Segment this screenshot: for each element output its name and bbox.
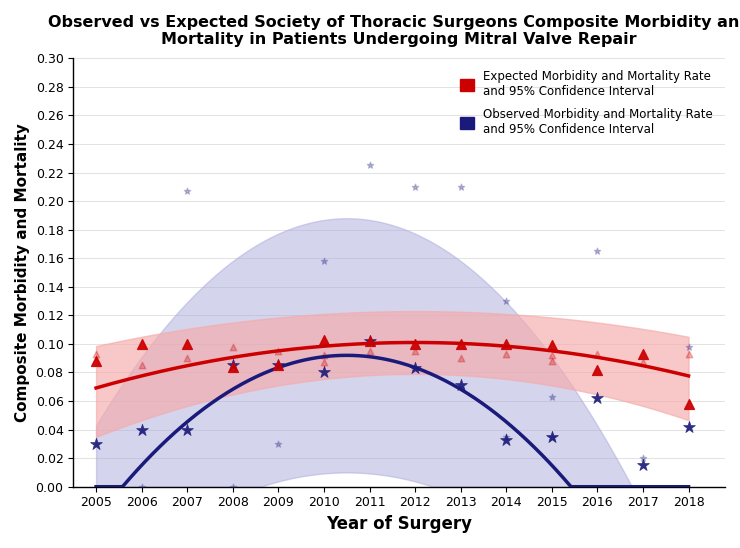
Point	[135, 482, 147, 491]
Point	[227, 362, 239, 371]
Point	[363, 335, 375, 344]
Point	[682, 399, 694, 408]
Point	[227, 362, 239, 371]
Point	[181, 354, 193, 363]
Point	[135, 340, 147, 349]
Point	[546, 432, 558, 441]
Y-axis label: Composite Morbidity and Mortality: Composite Morbidity and Mortality	[15, 123, 30, 422]
X-axis label: Year of Surgery: Year of Surgery	[326, 515, 472, 533]
Point	[591, 350, 603, 358]
Point	[546, 341, 558, 350]
Point	[272, 361, 284, 370]
Point	[637, 350, 649, 358]
Point	[455, 354, 467, 363]
Point	[637, 461, 649, 470]
Point	[409, 364, 421, 373]
Point	[546, 432, 558, 441]
Point	[591, 365, 603, 374]
Point	[591, 365, 603, 374]
Point	[591, 394, 603, 403]
Point	[500, 432, 512, 441]
Point	[637, 461, 649, 470]
Point	[272, 347, 284, 356]
Point	[90, 357, 102, 366]
Point	[409, 340, 421, 349]
Point	[546, 357, 558, 366]
Point	[318, 368, 330, 377]
Point	[637, 358, 649, 367]
Point	[500, 435, 512, 444]
Point	[181, 340, 193, 349]
Point	[455, 340, 467, 349]
Point	[318, 351, 330, 359]
Point	[363, 336, 375, 345]
Point	[409, 364, 421, 373]
Point	[455, 340, 467, 349]
Point	[318, 335, 330, 344]
Point	[500, 340, 512, 349]
Point	[363, 336, 375, 345]
Legend: Expected Morbidity and Mortality Rate
and 95% Confidence Interval, Observed Morb: Expected Morbidity and Mortality Rate an…	[454, 64, 719, 141]
Point	[227, 342, 239, 351]
Point	[181, 425, 193, 434]
Point	[272, 361, 284, 370]
Point	[500, 435, 512, 444]
Point	[272, 439, 284, 448]
Point	[500, 296, 512, 305]
Point	[591, 247, 603, 255]
Point	[318, 358, 330, 367]
Point	[682, 423, 694, 431]
Point	[227, 361, 239, 370]
Point	[637, 350, 649, 358]
Point	[135, 340, 147, 349]
Point	[90, 357, 102, 366]
Point	[546, 432, 558, 441]
Point	[227, 361, 239, 370]
Point	[682, 399, 694, 408]
Point	[181, 340, 193, 349]
Point	[135, 425, 147, 434]
Point	[90, 439, 102, 448]
Point	[363, 336, 375, 345]
Point	[682, 423, 694, 431]
Point	[682, 342, 694, 351]
Point	[318, 256, 330, 265]
Point	[318, 368, 330, 377]
Point	[546, 392, 558, 401]
Point	[409, 347, 421, 356]
Point	[363, 336, 375, 345]
Point	[546, 341, 558, 350]
Point	[591, 394, 603, 403]
Point	[500, 340, 512, 349]
Point	[272, 361, 284, 370]
Point	[682, 350, 694, 358]
Point	[181, 187, 193, 196]
Point	[363, 347, 375, 356]
Point	[500, 350, 512, 358]
Point	[181, 425, 193, 434]
Point	[135, 361, 147, 370]
Point	[363, 161, 375, 170]
Point	[135, 425, 147, 434]
Point	[455, 381, 467, 390]
Point	[455, 182, 467, 191]
Point	[637, 454, 649, 463]
Point	[409, 340, 421, 349]
Point	[409, 182, 421, 191]
Point	[455, 381, 467, 390]
Point	[90, 439, 102, 448]
Title: Observed vs Expected Society of Thoracic Surgeons Composite Morbidity and
Mortal: Observed vs Expected Society of Thoracic…	[47, 15, 740, 47]
Point	[90, 350, 102, 358]
Point	[318, 335, 330, 344]
Point	[272, 361, 284, 370]
Point	[227, 482, 239, 491]
Point	[546, 351, 558, 359]
